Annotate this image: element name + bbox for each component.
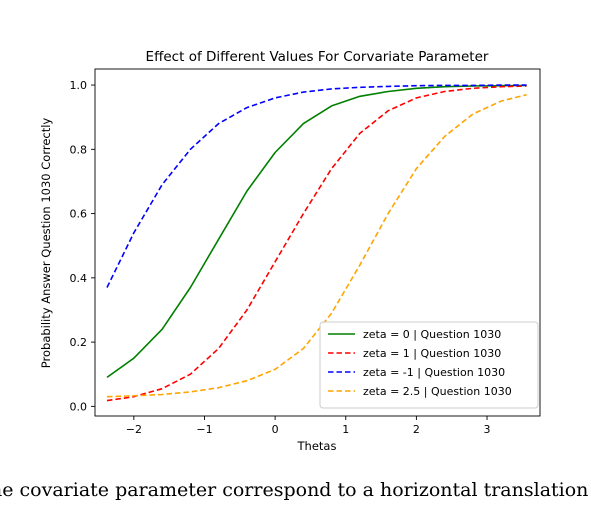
y-tick-label: 0.8 (70, 143, 88, 156)
legend-label-2: zeta = -1 | Question 1030 (363, 366, 505, 379)
legend-label-3: zeta = 2.5 | Question 1030 (363, 385, 512, 398)
x-axis-ticks: −2 −1 0 1 2 3 (126, 416, 491, 436)
y-axis-ticks: 0.0 0.2 0.4 0.6 0.8 1.0 (70, 79, 95, 413)
x-axis-label: Thetas (297, 439, 337, 453)
y-tick-label: 0.2 (70, 336, 88, 349)
plot-area-frame (94, 68, 541, 417)
legend-label-0: zeta = 0 | Question 1030 (363, 328, 501, 341)
y-tick-label: 1.0 (70, 79, 88, 92)
series-line-2 (106, 84, 527, 288)
x-tick-label: 3 (484, 423, 491, 436)
x-tick-label: 0 (272, 423, 279, 436)
y-tick-label: 0.0 (70, 400, 88, 413)
plot-lines (106, 84, 527, 402)
y-tick-label: 0.6 (70, 208, 88, 221)
x-tick-label: −2 (126, 423, 142, 436)
legend-label-1: zeta = 1 | Question 1030 (363, 347, 501, 360)
y-tick-label: 0.4 (70, 272, 88, 285)
x-tick-label: −1 (196, 423, 212, 436)
x-tick-label: 2 (413, 423, 420, 436)
chart-title: Effect of Different Values For Corvariat… (146, 49, 489, 65)
series-line-1 (106, 85, 527, 402)
y-axis-label: Probability Answer Question 1030 Correct… (39, 118, 53, 369)
legend: zeta = 0 | Question 1030 zeta = 1 | Quest… (319, 321, 539, 409)
legend-box (319, 321, 539, 409)
caption-text: he covariate parameter correspond to a h… (0, 479, 591, 501)
x-tick-label: 1 (342, 423, 349, 436)
series-line-3 (106, 93, 527, 398)
series-line-0 (106, 84, 527, 379)
